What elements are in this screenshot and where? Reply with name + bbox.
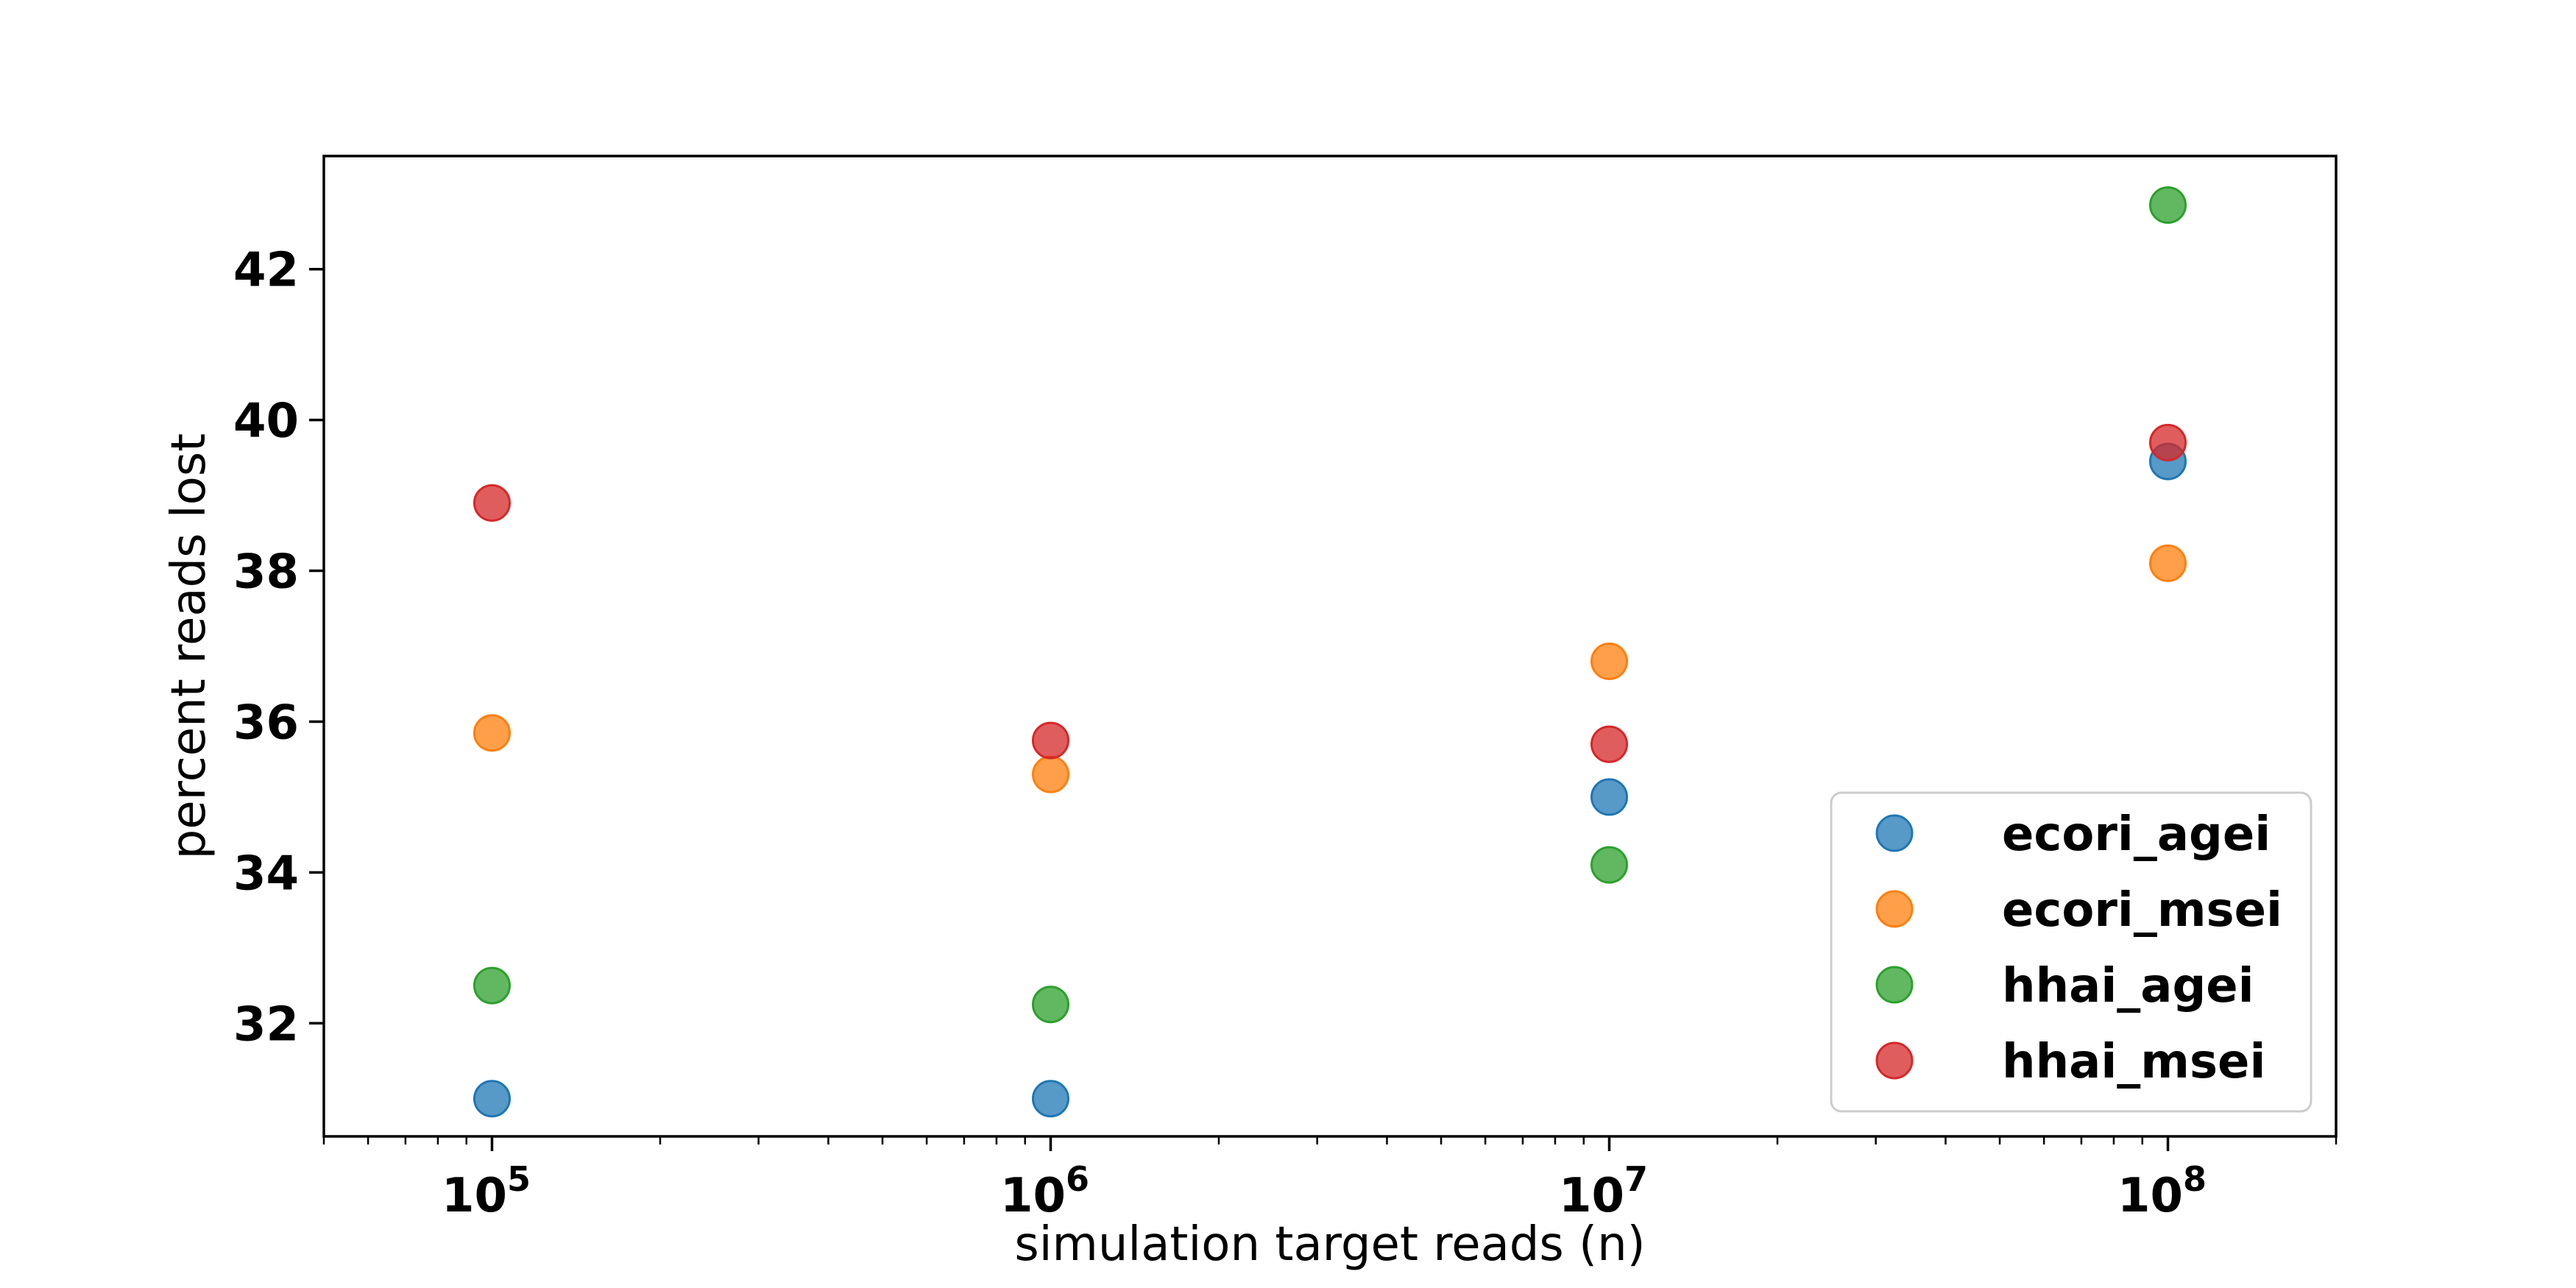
data-point-hhai-agei bbox=[2149, 186, 2187, 224]
y-tick-label: 32 bbox=[233, 997, 299, 1052]
data-point-ecori-agei bbox=[473, 1080, 511, 1118]
data-point-ecori-msei bbox=[1590, 642, 1629, 680]
data-point-ecori-msei bbox=[473, 714, 511, 752]
y-tick-label: 40 bbox=[233, 394, 299, 449]
y-axis-label: percent reads lost bbox=[162, 434, 216, 860]
x-major-ticks: 105 106 107 108 bbox=[442, 1136, 2207, 1223]
legend-label: hhai_msei bbox=[2002, 1035, 2265, 1089]
data-point-hhai-msei bbox=[473, 484, 511, 522]
data-point-ecori-msei bbox=[1031, 755, 1069, 793]
x-tick-label: 105 bbox=[442, 1159, 531, 1223]
legend-label: ecori_agei bbox=[2002, 807, 2271, 862]
y-tick-label: 34 bbox=[233, 846, 299, 901]
legend-label: ecori_msei bbox=[2002, 883, 2282, 938]
data-point-hhai-msei bbox=[1590, 725, 1629, 763]
x-tick-label: 108 bbox=[2117, 1159, 2207, 1223]
data-point-hhai-agei bbox=[473, 966, 511, 1005]
data-point-hhai-msei bbox=[2149, 423, 2187, 461]
plot-frame bbox=[322, 155, 2338, 1138]
legend-marker bbox=[1875, 966, 1914, 1004]
x-minor-ticks bbox=[322, 1136, 2338, 1144]
legend-marker bbox=[1875, 890, 1914, 928]
data-point-hhai-agei bbox=[1590, 846, 1629, 884]
legend-frame bbox=[1830, 791, 2313, 1113]
data-point-ecori-msei bbox=[2149, 544, 2187, 582]
legend: ecori_agei ecori_msei hhai_agei hhai_msei bbox=[1830, 791, 2313, 1113]
x-tick-label: 107 bbox=[1559, 1159, 1648, 1223]
data-point-ecori-agei bbox=[1590, 778, 1629, 816]
data-point-hhai-agei bbox=[1031, 986, 1069, 1024]
legend-marker bbox=[1875, 1041, 1914, 1080]
y-tick-label: 42 bbox=[233, 244, 299, 298]
legend-label: hhai_agei bbox=[2002, 959, 2254, 1013]
legend-marker bbox=[1875, 814, 1914, 852]
x-tick-label: 106 bbox=[1000, 1159, 1089, 1223]
y-tick-label: 36 bbox=[233, 696, 299, 750]
x-axis-label: simulation target reads (n) bbox=[1014, 1217, 1645, 1272]
y-ticks: 32 34 36 38 40 42 bbox=[233, 244, 324, 1052]
data-point-ecori-agei bbox=[1031, 1080, 1069, 1118]
y-tick-label: 38 bbox=[233, 545, 299, 600]
data-points bbox=[473, 186, 2187, 1118]
data-point-hhai-msei bbox=[1031, 721, 1069, 760]
